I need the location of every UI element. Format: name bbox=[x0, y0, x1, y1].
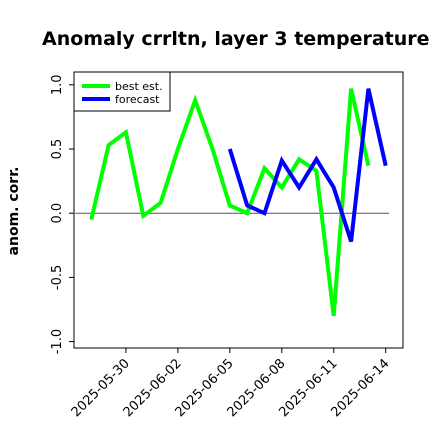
chart-title: Anomaly crrltn, layer 3 temperature bbox=[42, 28, 430, 50]
y-tick-label: -1.0 bbox=[50, 329, 65, 354]
series-line-forecast bbox=[227, 88, 388, 243]
y-axis-label: anom. corr. bbox=[6, 167, 22, 256]
axes-frame bbox=[73, 71, 404, 349]
plot-area: -1.0-0.50.00.51.02025-05-302025-06-02202… bbox=[50, 71, 404, 420]
y-tick-label: 0.5 bbox=[50, 139, 65, 160]
y-tick-label: 0.0 bbox=[50, 203, 65, 224]
y-tick-label: 1.0 bbox=[50, 74, 65, 95]
legend-box bbox=[73, 71, 171, 112]
legend-label: forecast bbox=[115, 93, 160, 106]
legend-label: best est. bbox=[115, 80, 163, 93]
series-line-best-est bbox=[89, 88, 371, 317]
y-tick-label: -0.5 bbox=[50, 265, 65, 290]
